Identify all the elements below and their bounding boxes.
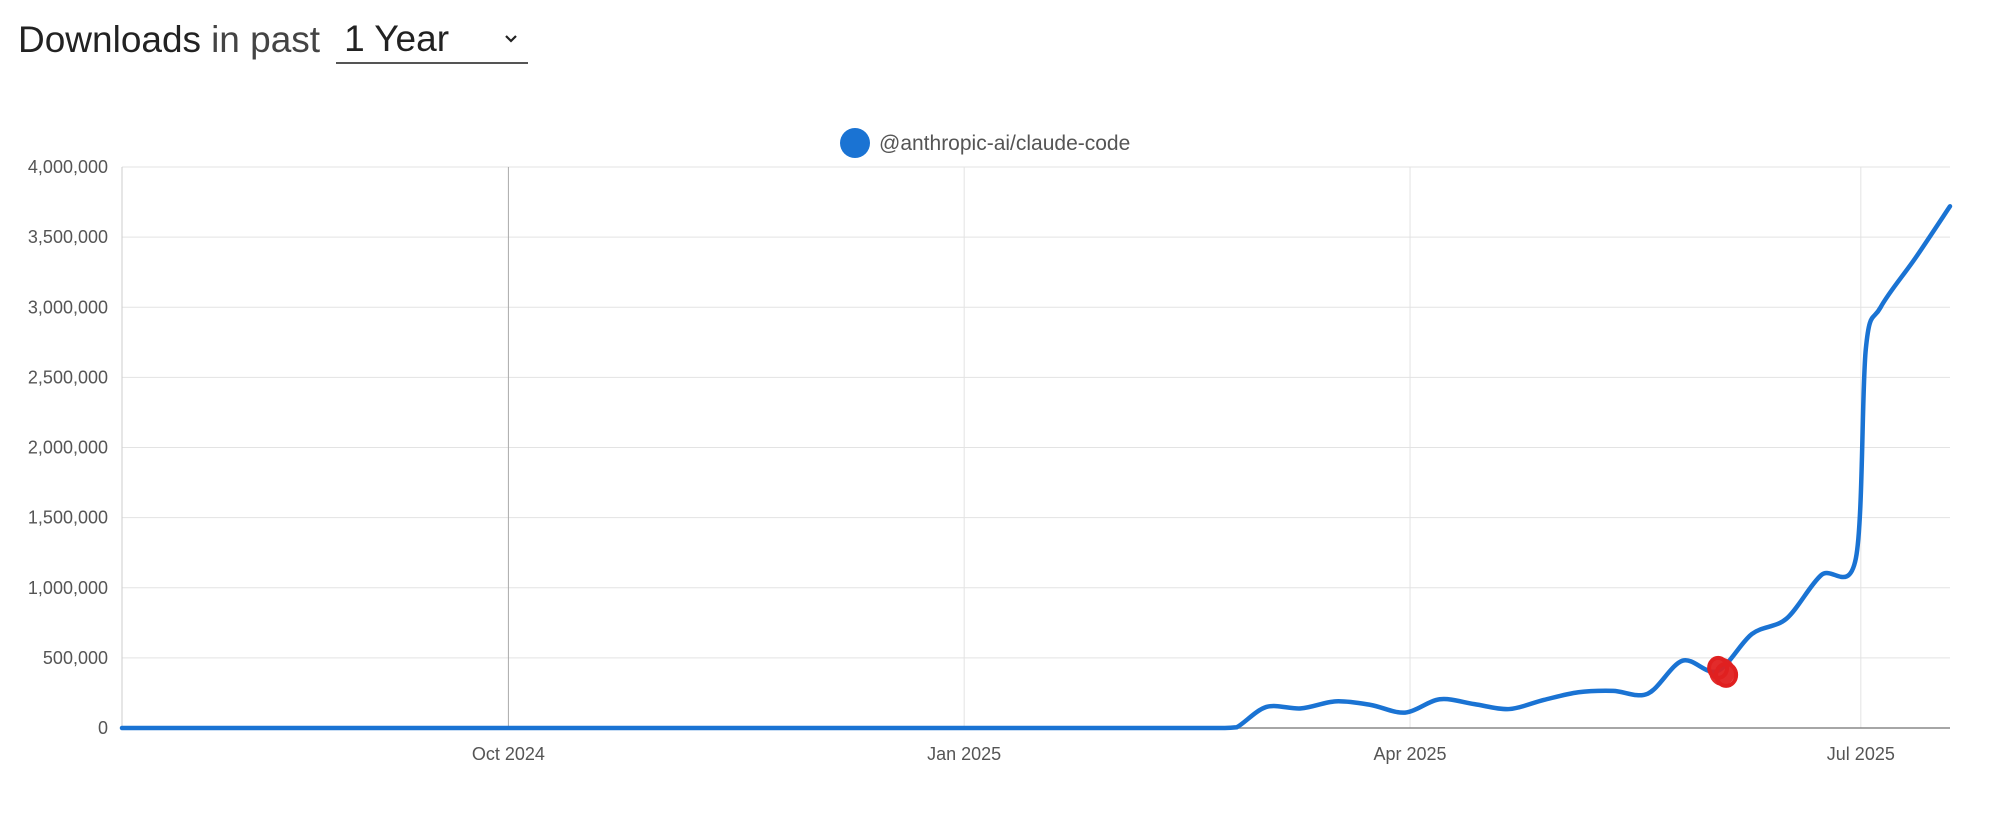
legend-swatch-icon bbox=[840, 128, 870, 158]
x-tick-label: Apr 2025 bbox=[1373, 744, 1446, 764]
series-lines bbox=[119, 204, 1953, 731]
y-tick-label: 500,000 bbox=[43, 648, 108, 668]
chart-header: Downloads in past 1 Year bbox=[18, 14, 529, 66]
time-range-value: 1 Year bbox=[344, 18, 450, 59]
y-tick-label: 1,000,000 bbox=[28, 578, 108, 598]
red-circle-mark-icon bbox=[1707, 655, 1739, 688]
y-tick-label: 3,000,000 bbox=[28, 297, 108, 317]
y-tick-label: 2,000,000 bbox=[28, 438, 108, 458]
y-tick-label: 0 bbox=[98, 718, 108, 738]
y-tick-label: 1,500,000 bbox=[28, 508, 108, 528]
in-past-label: in past bbox=[211, 19, 321, 60]
marker-stroke bbox=[1714, 661, 1739, 688]
y-tick-label: 3,500,000 bbox=[28, 227, 108, 247]
grid-lines bbox=[122, 166, 1950, 728]
axes: 0 500,000 1,000,000 1,500,000 2,000,000 2,500… bbox=[28, 157, 1950, 764]
downloads-title: Downloads bbox=[18, 19, 202, 60]
x-tick-label: Jan 2025 bbox=[927, 744, 1001, 764]
x-tick-label: Jul 2025 bbox=[1827, 744, 1895, 764]
annotation-marker bbox=[1707, 655, 1739, 688]
y-tick-label: 2,500,000 bbox=[28, 367, 108, 387]
series-line bbox=[119, 204, 1953, 731]
chevron-down-icon bbox=[502, 30, 520, 48]
x-tick-label: Oct 2024 bbox=[472, 744, 545, 764]
chart-legend[interactable]: @anthropic-ai/claude-code bbox=[840, 128, 1130, 158]
time-range-select[interactable]: 1 Year bbox=[336, 16, 529, 64]
legend-label: @anthropic-ai/claude-code bbox=[879, 132, 1130, 155]
y-tick-label: 4,000,000 bbox=[28, 157, 108, 177]
